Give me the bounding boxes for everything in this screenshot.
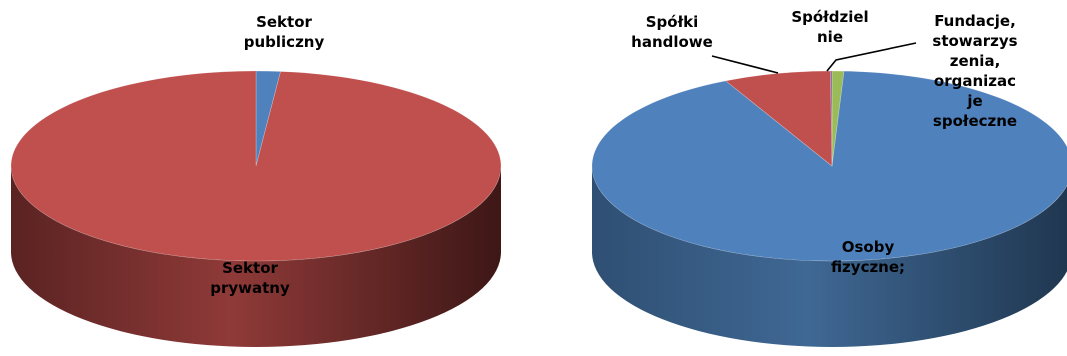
pie-side-1-1: [11, 166, 501, 347]
pie-slice-2-3: [830, 70, 833, 167]
slice-label-2-1: Osoby fizyczne;: [831, 238, 905, 276]
slice-label-1-0: Sektor publiczny: [244, 13, 325, 51]
slice-label-2-0: Spółdziel nie: [791, 8, 868, 46]
pie-side-2-1: [592, 166, 1067, 347]
slice-label-2-2: Spółki handlowe: [631, 13, 713, 51]
pie-slice-2-0: [831, 70, 845, 167]
pie-slice-2-1: [591, 70, 1067, 262]
pie-slice-1-1: [10, 70, 502, 262]
leader-line-2-0: [826, 42, 917, 72]
pie-chart-sectors: Sektor publiczny Sektor prywatny: [10, 13, 502, 347]
pie-chart-entities: Spółdziel nie Osoby fizyczne; Spółki handlowe…: [591, 8, 1067, 347]
pie-slice-2-2: [725, 70, 833, 167]
slice-label-2-3: Fundacje, stowarzys zenia, organizac je społe…: [932, 12, 1017, 130]
leader-line-2-1: [711, 55, 779, 74]
slice-label-1-1: Sektor prywatny: [210, 259, 290, 297]
pie-slice-1-0: [255, 70, 281, 167]
